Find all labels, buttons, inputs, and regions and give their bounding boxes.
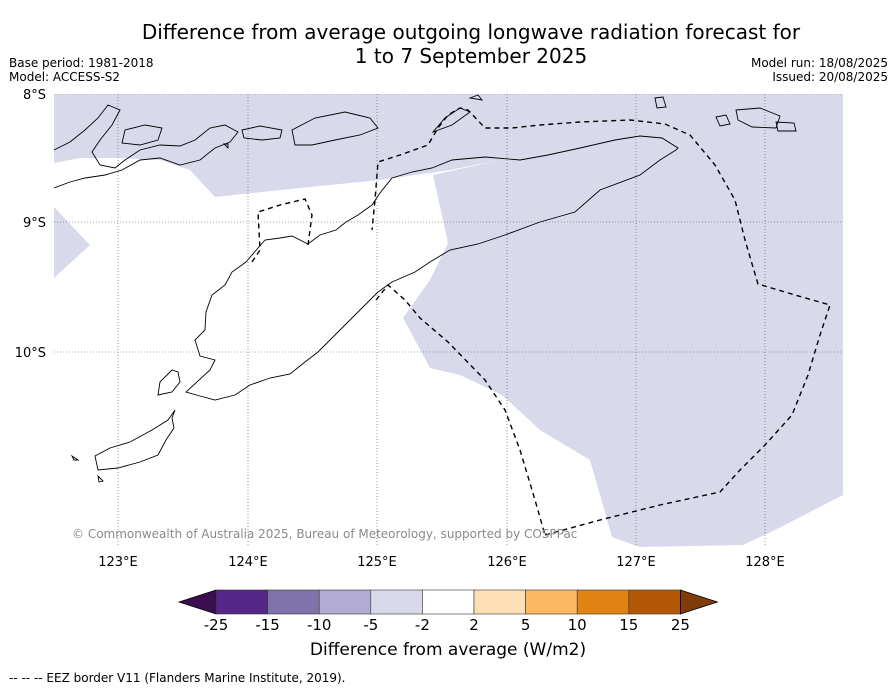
coastline-flores — [54, 104, 239, 189]
anomaly-region-east — [403, 140, 843, 547]
coastline-alor — [291, 111, 379, 146]
chart-title: Difference from average outgoing longwav… — [0, 20, 896, 68]
map-area — [54, 94, 843, 547]
colorbar-extend-high — [680, 589, 719, 615]
colorbar-segment — [267, 589, 320, 615]
eez-border — [251, 107, 831, 536]
coastline-wetar — [431, 107, 471, 134]
lat-label-9s: 9°S — [23, 216, 46, 231]
lon-label-126e: 126°E — [487, 555, 527, 570]
colorbar-segment — [215, 589, 268, 615]
colorbar-segment — [628, 589, 681, 615]
colorbar-tick-label: 15 — [619, 616, 638, 634]
coastline-lembata — [121, 124, 163, 146]
coastline-small-isles — [222, 94, 797, 150]
colorbar-segment — [318, 589, 372, 615]
lat-label-10s: 10°S — [15, 346, 46, 361]
coastline-pantar — [241, 125, 283, 141]
colorbar-label: Difference from average (W/m2) — [309, 640, 587, 660]
lon-label-127e: 127°E — [616, 555, 656, 570]
colorbar-tick-label: -15 — [255, 616, 280, 634]
coastline-rote — [94, 409, 176, 471]
anomaly-region-west — [54, 207, 90, 278]
colorbar: -25 -15 -10 -5 -2 2 5 10 15 25 — [177, 589, 719, 634]
lat-label-8s: 8°S — [23, 88, 46, 103]
coastlines — [54, 94, 797, 483]
coastline-semau — [157, 369, 181, 396]
coastline-ndao — [70, 454, 104, 483]
colorbar-tick-label: -2 — [415, 616, 430, 634]
longitude-labels: 123°E 124°E 125°E 126°E 127°E 128°E — [98, 555, 785, 570]
colorbar-tick-label: 5 — [521, 616, 531, 634]
lon-label-124e: 124°E — [228, 555, 268, 570]
lon-label-128e: 128°E — [745, 555, 785, 570]
colorbar-segment — [576, 589, 630, 615]
meta-right: Model run: 18/08/2025 Issued: 20/08/2025 — [751, 56, 888, 84]
colorbar-segment — [370, 589, 423, 615]
coastline-timor — [185, 135, 679, 401]
title-line-2: 1 to 7 September 2025 — [354, 44, 588, 68]
colorbar-segment — [473, 589, 526, 615]
title-line-1: Difference from average outgoing longwav… — [141, 20, 801, 44]
base-period: Base period: 1981-2018 — [9, 56, 154, 70]
colorbar-tick-label: 10 — [568, 616, 587, 634]
colorbar-tick-label: -10 — [307, 616, 332, 634]
eez-border-main — [375, 283, 546, 536]
colorbar-extend-low — [177, 589, 217, 615]
issued-date: Issued: 20/08/2025 — [772, 70, 888, 84]
eez-border-oecusse — [251, 198, 313, 263]
colorbar-tick-label: -5 — [363, 616, 378, 634]
eez-footnote: -- -- -- EEZ border V11 (Flanders Marine… — [9, 671, 346, 685]
anomaly-region-north — [54, 94, 843, 197]
latitude-labels: 8°S 9°S 10°S — [15, 88, 46, 361]
colorbar-segment — [422, 589, 475, 615]
lon-label-125e: 125°E — [357, 555, 397, 570]
colorbar-tick-label: 25 — [671, 616, 690, 634]
colorbar-segment — [525, 589, 578, 615]
colorbar-tick-label: -25 — [204, 616, 229, 634]
model-run: Model run: 18/08/2025 — [750, 56, 888, 70]
copyright-notice: © Commonwealth of Australia 2025, Bureau… — [72, 527, 578, 541]
meta-left: Base period: 1981-2018 Model: ACCESS-S2 — [9, 56, 154, 84]
colorbar-tick-label: 2 — [469, 616, 479, 634]
eez-border-south — [371, 107, 831, 536]
lon-label-123e: 123°E — [98, 555, 138, 570]
model-name: Model: ACCESS-S2 — [9, 70, 121, 84]
